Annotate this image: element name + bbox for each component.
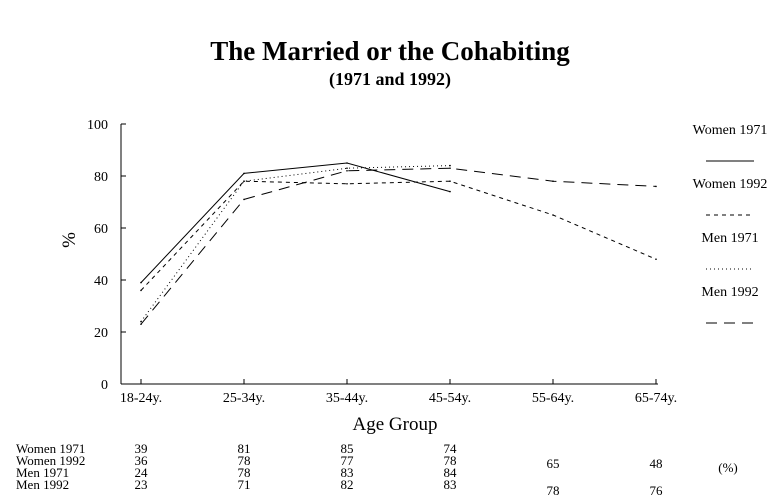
table-cell: 78 [238,465,251,480]
x-tick-label: 65-74y. [635,391,677,406]
y-tick-label: 100 [87,118,108,133]
data-point [655,258,657,261]
data-point [140,320,142,323]
y-tick-label: 20 [94,326,108,341]
series-line-3 [140,167,657,325]
data-point [449,180,451,182]
x-axis-title: Age Group [353,414,438,435]
legend-label: Women 1971 [693,123,768,138]
chart-axes: 0 20 40 60 80 100 18-24y. 25-34y. 35-44y. 45-54y.… [59,118,677,435]
table-cell: 85 [341,441,354,456]
table-cell: 83 [444,477,457,492]
table-cell: 74 [444,441,458,456]
table-unit-label: (%) [718,460,738,475]
table-cell: 78 [444,453,457,468]
y-tick-label: 80 [94,170,108,185]
legend-label: Men 1971 [701,231,758,246]
table-cell: 81 [238,441,251,456]
legend-label: Women 1992 [693,177,768,192]
table-row-label: Women 1971 [16,441,85,456]
table-cell: 71 [238,477,251,492]
data-point [346,162,348,164]
data-point [243,172,245,175]
data-point [346,167,348,169]
chart-subtitle: (1971 and 1992) [328,69,451,89]
x-tick-label: 25-34y. [223,391,265,406]
table-cell: 83 [341,465,354,480]
table-row-label: Women 1992 [16,453,85,468]
chart-title: The Married or the Cohabiting [210,36,570,66]
y-axis-title: % [59,232,80,248]
data-point [449,167,451,169]
series-line-1 [140,180,657,291]
legend-label: Men 1992 [701,285,758,300]
table-cell: 76 [650,483,664,498]
y-tick-label: 60 [94,222,108,237]
table-cell: 84 [444,465,458,480]
data-point [655,185,657,188]
table-row-label: Men 1992 [16,477,69,492]
data-point [140,323,142,326]
data-point [140,281,142,284]
data-point [449,164,451,167]
data-point [140,289,142,292]
data-point [243,180,245,182]
data-point [552,180,554,182]
data-point [552,214,554,216]
y-tick-label: 0 [101,378,108,393]
table-row-label: Men 1971 [16,465,69,480]
x-tick-label: 35-44y. [326,391,368,406]
data-point [346,170,348,172]
table-cell: 48 [650,456,663,471]
table-cell: 77 [341,453,355,468]
x-tick-label: 55-64y. [532,391,574,406]
data-point [243,198,245,201]
chart-legend: Women 1971 Women 1992 Men 1971 Men 1992 [693,123,768,324]
table-cell: 78 [547,483,560,498]
y-tick-label: 40 [94,274,108,289]
chart-series-lines [140,162,657,326]
data-table: Women 1971 39 81 85 74 Women 1992 36 78 77 78 65 48… [16,441,738,498]
table-cell: 65 [547,456,560,471]
table-cell: 23 [135,477,148,492]
table-cell: 78 [238,453,251,468]
table-cell: 39 [135,441,148,456]
x-tick-label: 18-24y. [120,391,162,406]
table-cell: 24 [135,465,149,480]
series-line-2 [140,165,451,322]
data-point [346,183,348,185]
data-point [449,190,451,193]
x-tick-label: 45-54y. [429,391,471,406]
table-cell: 36 [135,453,149,468]
table-cell: 82 [341,477,354,492]
series-line-0 [140,162,451,283]
